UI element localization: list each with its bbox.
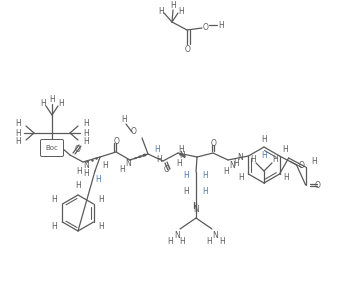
Text: H: H [75,182,81,191]
Text: H: H [15,119,21,129]
Text: H: H [52,222,58,231]
Text: N: N [179,151,185,160]
Text: Boc: Boc [46,145,58,151]
Text: H: H [312,157,317,166]
Text: H: H [178,144,184,154]
Text: H: H [156,154,162,163]
Text: H: H [283,144,288,154]
Text: H: H [250,154,256,163]
Text: H: H [284,173,289,182]
Text: H: H [99,195,104,204]
Text: H: H [183,187,189,196]
Text: H: H [158,7,164,15]
FancyBboxPatch shape [40,139,63,157]
Text: O: O [185,45,191,54]
Text: H: H [261,150,267,160]
Text: H: H [40,98,46,107]
Text: H: H [121,114,127,123]
Text: O: O [164,166,170,175]
Text: N: N [238,154,243,163]
Text: H: H [170,2,176,11]
Text: N: N [193,204,199,213]
Text: O: O [75,144,81,154]
Text: H: H [234,160,239,169]
Text: H: H [183,170,189,179]
Text: H: H [83,138,89,147]
Text: H: H [202,187,208,196]
Text: H: H [76,167,82,176]
Text: H: H [219,237,225,247]
Text: O: O [315,181,321,190]
Text: H: H [83,119,89,129]
Text: H: H [223,166,229,175]
Text: H: H [119,166,125,175]
Text: H: H [83,129,89,138]
Text: O: O [114,138,120,147]
Text: H: H [206,237,212,247]
Text: H: H [102,162,108,170]
Text: O: O [299,160,305,169]
Text: H: H [15,138,21,147]
Text: H: H [83,169,89,178]
Text: N: N [125,160,131,169]
Text: H: H [179,237,185,247]
Text: H: H [202,170,208,179]
Text: H: H [167,237,173,247]
Text: H: H [52,195,58,204]
Text: N: N [229,160,235,169]
Text: H: H [49,95,55,104]
Text: N: N [174,231,180,240]
Text: H: H [218,20,224,29]
Text: H: H [272,154,278,163]
Text: H: H [261,135,267,144]
Text: H: H [154,144,160,154]
Text: H: H [15,129,21,138]
Text: H: H [176,159,182,167]
Text: O: O [203,23,209,32]
Text: O: O [211,139,217,148]
Text: H: H [178,7,184,15]
Text: N: N [83,160,89,169]
Text: H: H [95,175,101,185]
Text: H: H [239,173,244,182]
Text: H: H [58,98,64,107]
Text: N: N [212,231,218,240]
Text: O: O [131,128,137,136]
Text: H: H [99,222,104,231]
